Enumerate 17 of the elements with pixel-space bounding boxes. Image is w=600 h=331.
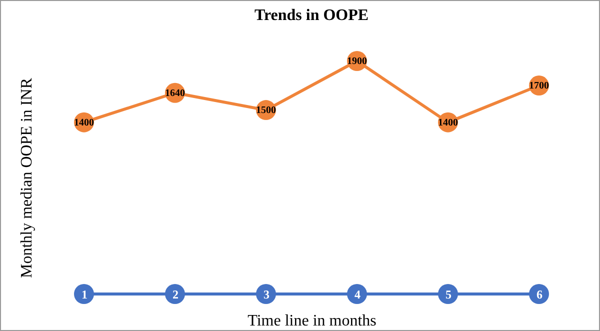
x-tick-label: 6 bbox=[536, 288, 542, 302]
data-label: 1640 bbox=[165, 88, 185, 99]
x-tick-label: 1 bbox=[82, 288, 88, 302]
point bbox=[165, 284, 185, 304]
data-label: 1400 bbox=[438, 117, 458, 128]
data-label: 1500 bbox=[256, 105, 276, 116]
x-tick-label: 3 bbox=[264, 288, 270, 302]
x-tick-label: 4 bbox=[354, 288, 360, 302]
x-axis-title: Time line in months bbox=[248, 312, 376, 330]
y-axis-title: Monthly median OOPE in INR bbox=[18, 78, 36, 278]
point bbox=[74, 284, 94, 304]
chart-title: Trends in OOPE bbox=[254, 7, 369, 24]
x-tick-label: 5 bbox=[446, 288, 452, 302]
data-label: 1700 bbox=[529, 80, 549, 92]
x-tick-label: 2 bbox=[172, 288, 178, 302]
data-label: 1900 bbox=[347, 56, 367, 67]
data-label: 1400 bbox=[74, 117, 94, 128]
